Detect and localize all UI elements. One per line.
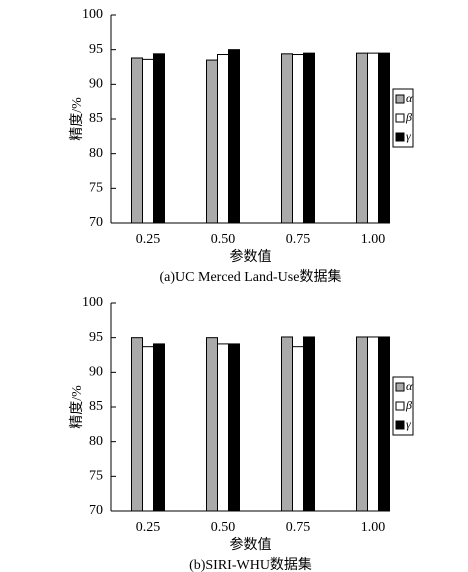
y-axis-label: 精度/%	[69, 385, 85, 429]
chart-title: (b)SIRI-WHU数据集	[189, 556, 312, 572]
bar	[131, 337, 143, 512]
legend-swatch	[395, 382, 405, 392]
legend-label: α	[406, 91, 413, 105]
y-tick-label: 75	[89, 181, 103, 196]
legend-label: α	[406, 379, 413, 393]
bar	[228, 49, 240, 224]
x-axis-label: 参数值	[230, 248, 272, 265]
x-tick-label: 0.75	[286, 232, 311, 247]
bar	[228, 343, 240, 512]
y-tick-label: 70	[89, 503, 103, 518]
bar	[217, 54, 229, 224]
bar	[131, 57, 143, 224]
x-axis-label: 参数值	[230, 536, 272, 553]
legend-label: β	[405, 398, 412, 412]
x-tick-label: 0.50	[211, 232, 236, 247]
x-tick-label: 0.25	[136, 520, 161, 535]
y-axis-label: 精度/%	[69, 97, 85, 141]
x-tick-label: 0.50	[211, 520, 236, 535]
x-tick-label: 0.75	[286, 520, 311, 535]
x-tick-label: 1.00	[361, 520, 386, 535]
bar	[367, 336, 379, 512]
legend-swatch	[395, 401, 405, 411]
x-tick-label: 1.00	[361, 232, 386, 247]
y-tick-label: 70	[89, 215, 103, 230]
bar	[356, 52, 368, 224]
bar	[142, 346, 154, 512]
bar	[217, 343, 229, 512]
bar	[378, 52, 390, 224]
bar	[378, 336, 390, 512]
y-tick-label: 90	[89, 365, 103, 380]
bar	[142, 58, 154, 224]
y-tick-label: 90	[89, 77, 103, 92]
bar	[367, 52, 379, 224]
y-tick-label: 80	[89, 146, 103, 161]
legend-label: γ	[406, 417, 411, 431]
bar	[303, 52, 315, 224]
chart-title: (a)UC Merced Land-Use数据集	[160, 268, 342, 285]
legend-label: γ	[406, 129, 411, 143]
legend-swatch	[395, 113, 405, 123]
x-tick-label: 0.25	[136, 232, 161, 247]
legend-swatch	[395, 94, 405, 104]
bar	[206, 337, 218, 512]
bar	[281, 336, 293, 512]
legend-swatch	[395, 420, 405, 430]
bar	[303, 336, 315, 512]
bar	[281, 53, 293, 224]
y-tick-label: 95	[89, 330, 103, 345]
bar	[356, 336, 368, 512]
bar	[206, 59, 218, 224]
y-tick-label: 85	[89, 111, 103, 126]
y-tick-label: 95	[89, 42, 103, 57]
y-tick-label: 75	[89, 469, 103, 484]
legend-label: β	[405, 110, 412, 124]
y-tick-label: 80	[89, 434, 103, 449]
bar	[153, 343, 165, 512]
bar	[292, 54, 304, 224]
y-tick-label: 100	[82, 295, 103, 310]
legend-swatch	[395, 132, 405, 142]
bar	[153, 53, 165, 224]
y-tick-label: 85	[89, 399, 103, 414]
bar	[292, 346, 304, 512]
y-tick-label: 100	[82, 7, 103, 22]
